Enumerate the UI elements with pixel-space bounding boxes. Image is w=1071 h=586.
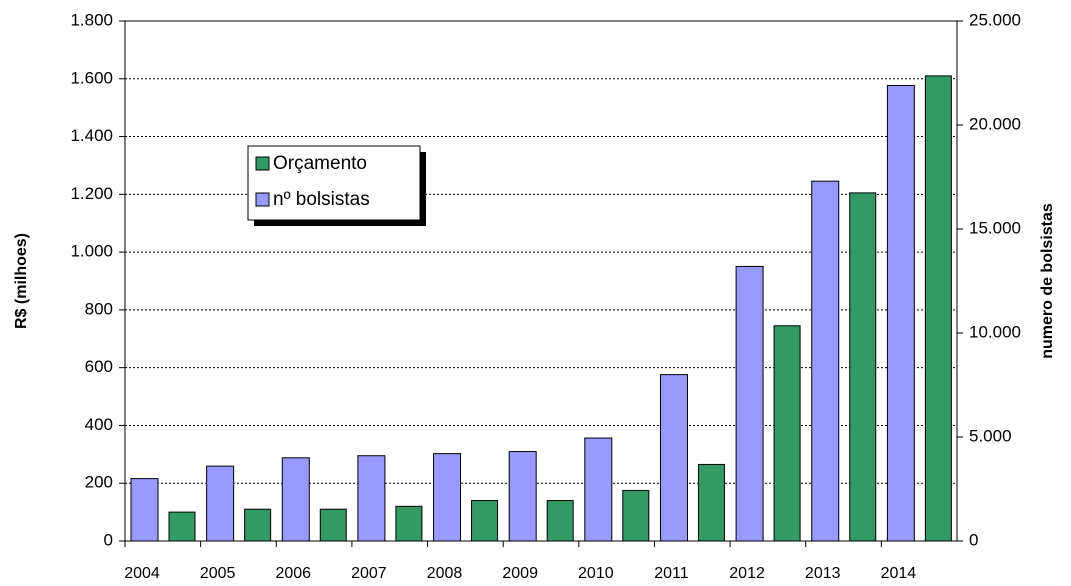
bar <box>319 508 347 542</box>
bar <box>130 478 159 542</box>
y-tick-label: 800 <box>85 299 113 318</box>
bar <box>924 75 952 542</box>
x-tick-label: 2006 <box>275 565 311 582</box>
bar <box>244 508 272 542</box>
x-tick-label: 2007 <box>351 565 387 582</box>
bar <box>168 511 196 542</box>
x-tick-label: 2012 <box>729 565 765 582</box>
bar <box>849 192 877 542</box>
y-tick-label: 400 <box>85 415 113 434</box>
y2-tick-label: 0 <box>969 530 978 549</box>
bar <box>697 463 725 542</box>
y2-tick-label: 10.000 <box>969 322 1021 341</box>
bar <box>508 451 537 542</box>
y2-tick-label: 20.000 <box>969 114 1021 133</box>
x-tick-label: 2004 <box>124 565 160 582</box>
x-tick-label: 2009 <box>502 565 538 582</box>
y-tick-label: 1.400 <box>70 126 113 145</box>
y-tick-label: 600 <box>85 357 113 376</box>
y-tick-label: 1.600 <box>70 68 113 87</box>
y-tick-label: 1.800 <box>70 10 113 29</box>
x-tick-label: 2010 <box>578 565 614 582</box>
y-tick-label: 200 <box>85 473 113 492</box>
y-axis-title: R$ (milhoes) <box>13 233 30 329</box>
x-tick-label: 2013 <box>805 565 841 582</box>
bar <box>811 180 840 542</box>
bar <box>357 455 386 542</box>
y-tick-label: 0 <box>104 530 113 549</box>
legend-label: Orçamento <box>273 153 367 174</box>
legend-label: nº bolsistas <box>273 189 370 210</box>
legend-swatch <box>255 192 270 207</box>
y-tick-label: 1.000 <box>70 242 113 261</box>
x-tick-label: 2005 <box>200 565 236 582</box>
legend <box>247 145 421 221</box>
y2-tick-label: 25.000 <box>969 10 1021 29</box>
y-tick-label: 1.200 <box>70 184 113 203</box>
x-tick-label: 2014 <box>881 565 917 582</box>
bar <box>735 265 764 542</box>
bar <box>546 500 574 542</box>
y2-tick-label: 15.000 <box>969 218 1021 237</box>
y2-axis-title: numero de bolsistas <box>1039 203 1056 359</box>
bar <box>622 489 650 542</box>
bar <box>886 84 915 542</box>
bar <box>433 453 462 542</box>
x-tick-label: 2008 <box>427 565 463 582</box>
bar <box>773 325 801 542</box>
bar <box>206 465 235 542</box>
bar <box>659 374 688 542</box>
plot-frame <box>124 20 958 542</box>
bar <box>281 457 310 542</box>
bar <box>395 505 423 542</box>
x-tick-label: 2011 <box>654 565 689 582</box>
bar <box>471 500 499 542</box>
bar <box>584 437 613 542</box>
y2-tick-label: 5.000 <box>969 426 1012 445</box>
legend-swatch <box>255 156 270 171</box>
